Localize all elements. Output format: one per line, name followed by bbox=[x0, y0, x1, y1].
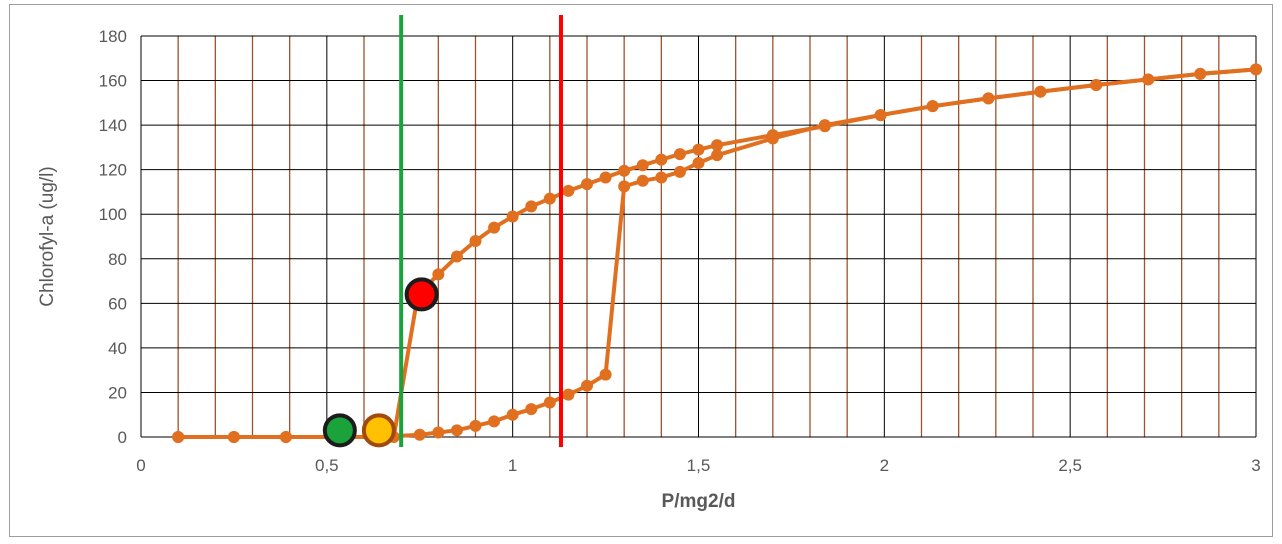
data-point bbox=[543, 192, 556, 205]
data-point bbox=[818, 119, 831, 132]
data-point bbox=[692, 143, 705, 156]
data-point bbox=[636, 159, 649, 172]
data-point bbox=[279, 431, 292, 443]
data-point bbox=[172, 431, 185, 443]
x-tick-label: 2 bbox=[880, 456, 889, 475]
data-point bbox=[711, 139, 724, 152]
x-tick-label: 3 bbox=[1251, 456, 1260, 475]
data-point bbox=[562, 388, 575, 401]
data-point bbox=[673, 165, 686, 178]
y-tick-labels: 0 20 40 60 80 100 120 140 160 180 bbox=[99, 27, 127, 447]
y-tick-label: 40 bbox=[108, 339, 127, 358]
data-point bbox=[1194, 67, 1207, 80]
x-tick-label: 2,5 bbox=[1058, 456, 1082, 475]
data-point bbox=[599, 368, 612, 381]
data-point bbox=[432, 426, 445, 439]
y-tick-label: 180 bbox=[99, 27, 127, 46]
data-point bbox=[525, 200, 538, 213]
y-tick-label: 80 bbox=[108, 250, 127, 269]
highlight-marker-1 bbox=[322, 413, 357, 448]
y-tick-label: 100 bbox=[99, 205, 127, 224]
threshold-lines bbox=[399, 15, 563, 447]
data-point bbox=[1250, 63, 1262, 76]
data-point bbox=[525, 403, 538, 416]
chart-frame: 0 20 40 60 80 100 120 140 160 180 0 0,5 1 1,5 2 2,5 3 C… bbox=[9, 4, 1273, 537]
data-point bbox=[562, 184, 575, 197]
data-point bbox=[413, 428, 426, 441]
data-point bbox=[450, 424, 463, 437]
data-point bbox=[618, 180, 631, 193]
data-point bbox=[581, 178, 593, 191]
data-point bbox=[618, 164, 631, 177]
y-tick-label: 20 bbox=[108, 383, 127, 402]
highlight-marker-3 bbox=[404, 277, 439, 312]
x-tick-label: 1 bbox=[508, 456, 517, 475]
y-tick-label: 60 bbox=[108, 294, 127, 313]
x-tick-label: 0,5 bbox=[315, 456, 339, 475]
data-point bbox=[469, 234, 482, 247]
data-point bbox=[432, 268, 445, 281]
data-point bbox=[655, 153, 668, 166]
data-point bbox=[469, 419, 482, 432]
y-tick-label: 140 bbox=[99, 116, 127, 135]
x-tick-labels: 0 0,5 1 1,5 2 2,5 3 bbox=[136, 456, 1260, 475]
data-point bbox=[599, 171, 612, 184]
data-point bbox=[926, 100, 939, 113]
data-point bbox=[766, 132, 779, 145]
chart-svg: 0 20 40 60 80 100 120 140 160 180 0 0,5 1 1,5 2 2,5 3 C… bbox=[37, 15, 1262, 512]
series-line-2 bbox=[178, 67, 1257, 439]
data-point bbox=[874, 109, 887, 122]
data-point bbox=[506, 210, 519, 223]
series-line-1 bbox=[178, 67, 1257, 439]
data-point bbox=[711, 149, 724, 162]
data-point bbox=[636, 174, 649, 187]
data-point bbox=[692, 156, 705, 169]
data-point bbox=[581, 379, 593, 392]
data-point bbox=[488, 221, 501, 234]
series-layer bbox=[172, 63, 1262, 443]
y-tick-label: 120 bbox=[99, 161, 127, 180]
major-gridlines bbox=[140, 35, 1257, 438]
data-point bbox=[450, 250, 463, 263]
y-axis-title: Chlorofyl-a (ug/l) bbox=[37, 166, 58, 306]
y-tick-label: 0 bbox=[118, 428, 127, 447]
data-point bbox=[1034, 85, 1047, 98]
x-axis-title: P/mg2/d bbox=[662, 491, 736, 512]
data-point bbox=[982, 92, 995, 105]
data-point bbox=[543, 396, 556, 409]
highlight-marker-2 bbox=[361, 413, 396, 448]
data-point bbox=[488, 415, 501, 428]
data-point bbox=[1090, 79, 1103, 92]
y-tick-label: 160 bbox=[99, 72, 127, 91]
data-point bbox=[506, 408, 519, 421]
x-tick-label: 1,5 bbox=[687, 456, 711, 475]
highlight-markers bbox=[322, 277, 439, 448]
data-point bbox=[227, 431, 240, 443]
data-point bbox=[673, 148, 686, 161]
data-point bbox=[655, 171, 668, 184]
data-point bbox=[1142, 73, 1155, 86]
x-tick-label: 0 bbox=[136, 456, 145, 475]
